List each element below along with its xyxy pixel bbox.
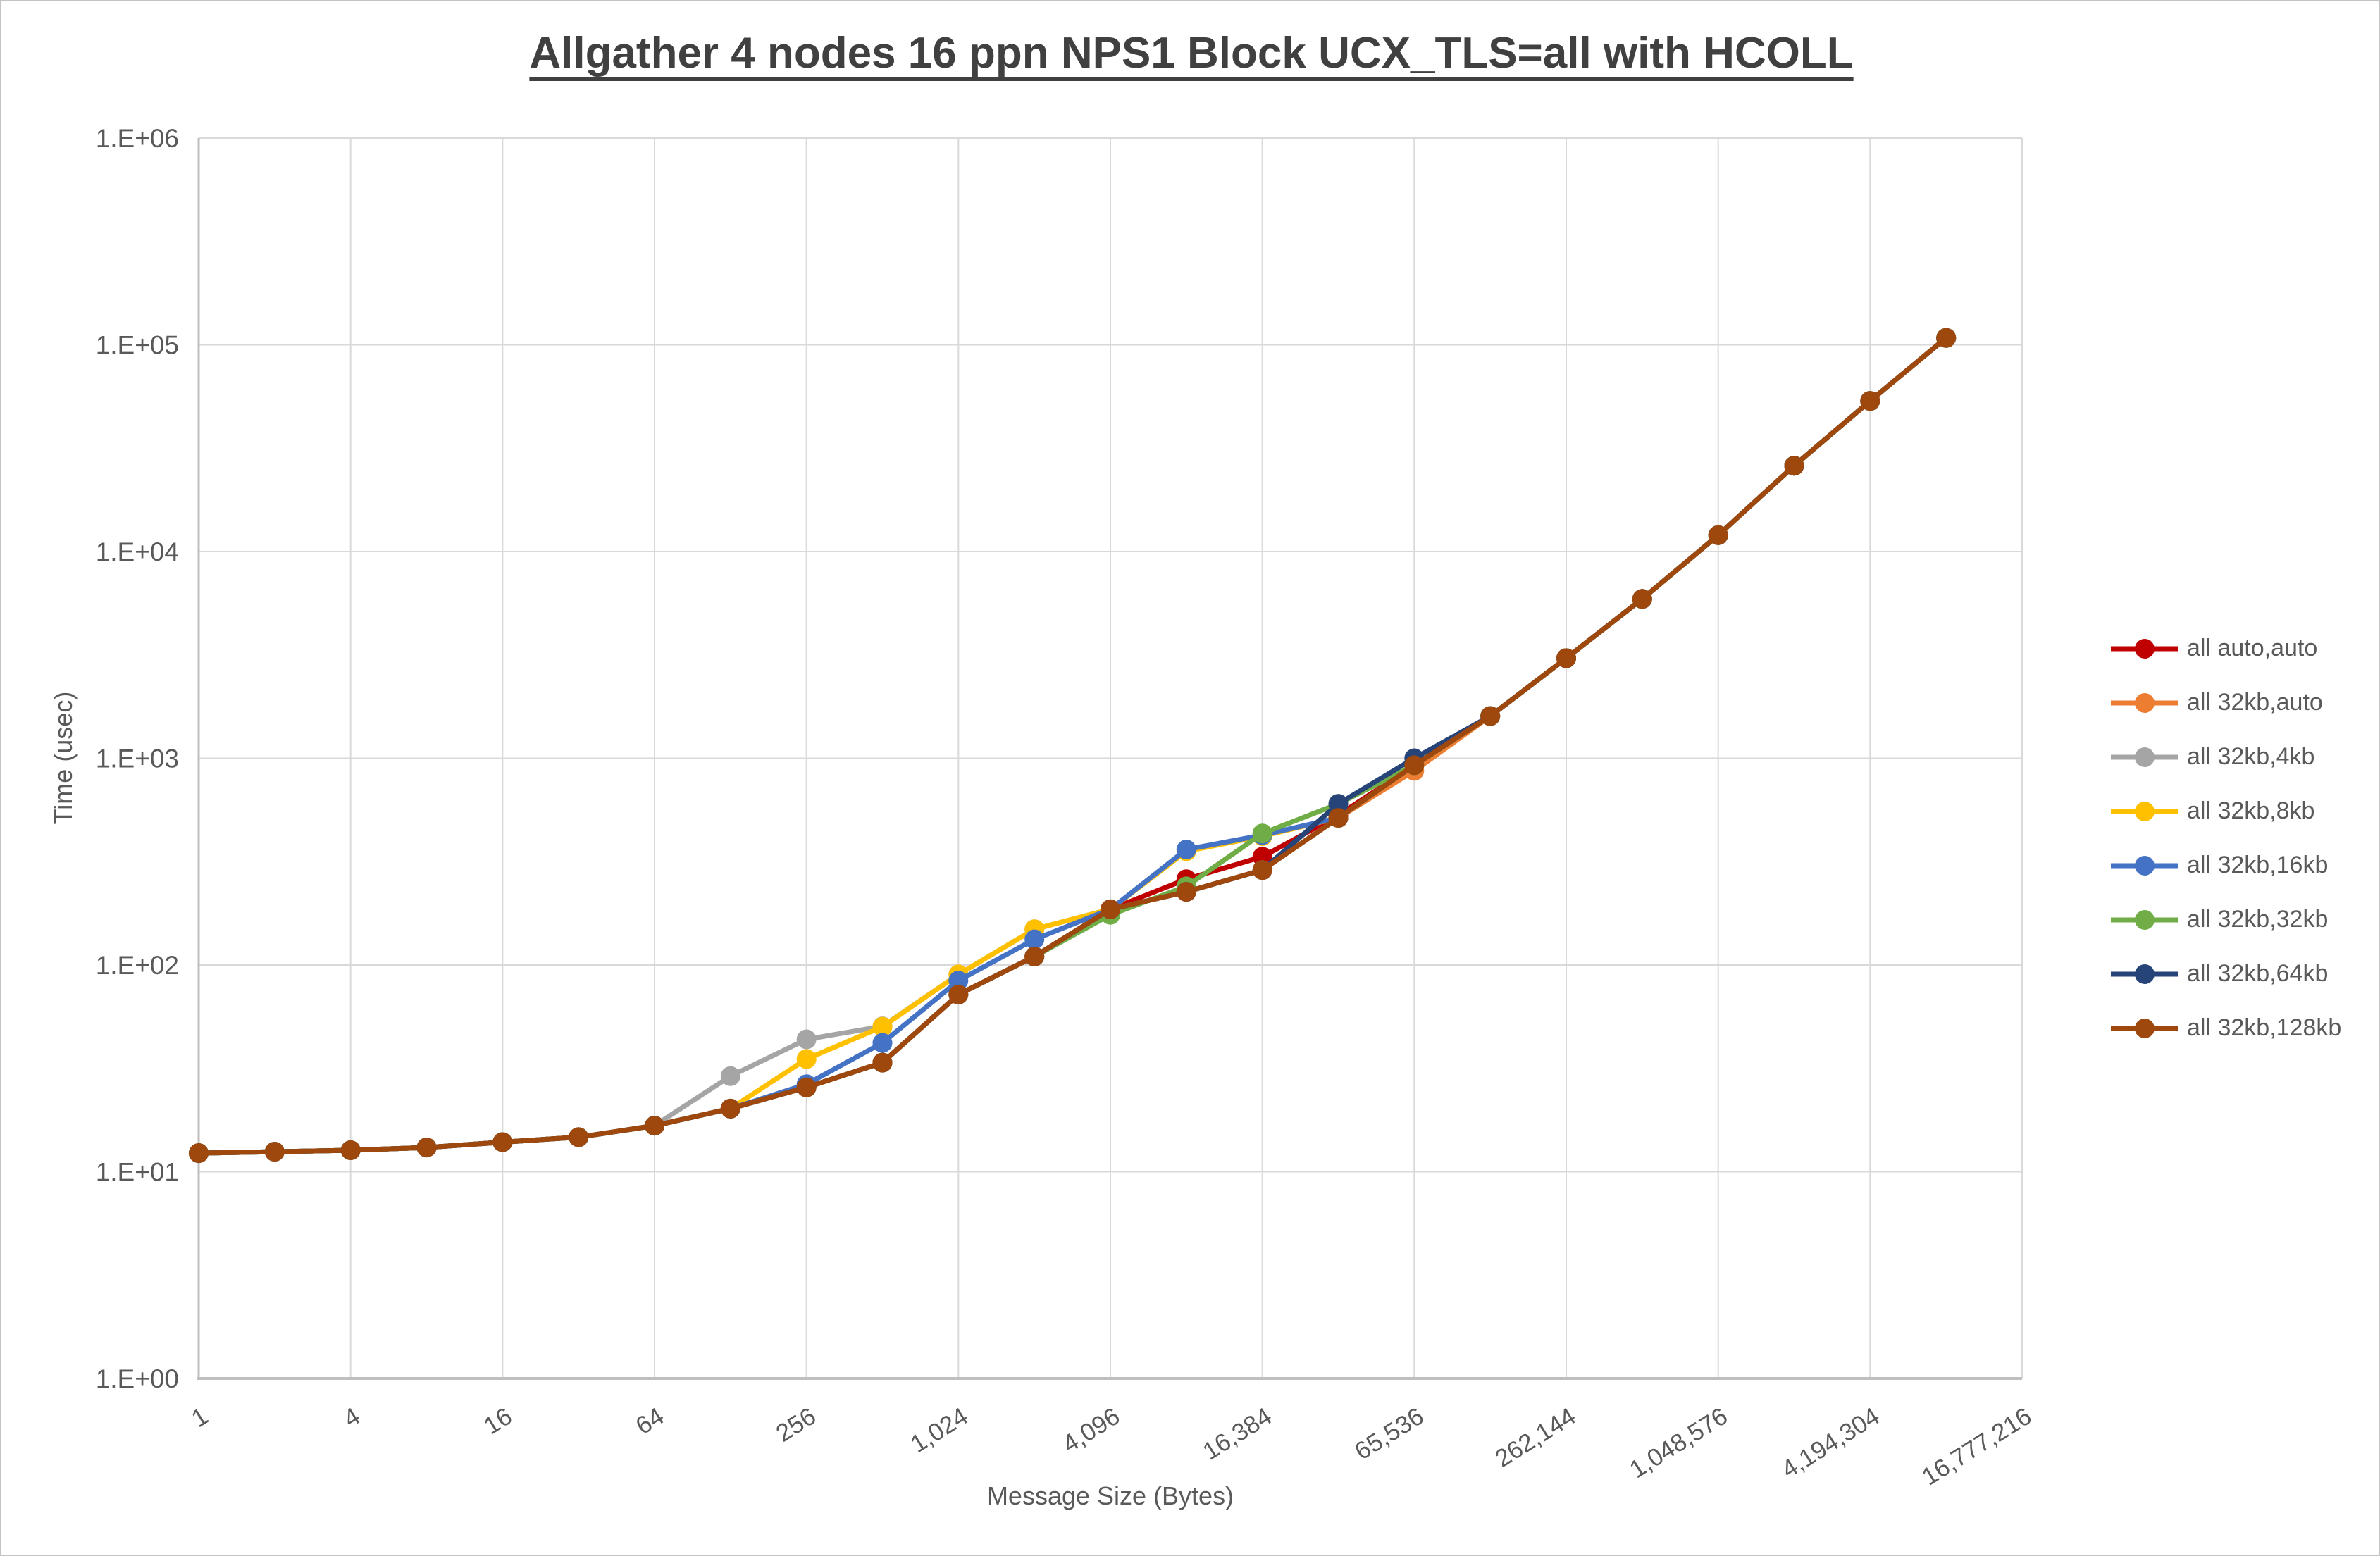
x-tick-labels: 1 4 16 64 256 1,024 4,096 16,384 65,536 262,144 1,…: [187, 1402, 2036, 1491]
data-point-icon: [948, 984, 969, 1004]
legend-label: all 32kb,auto: [2187, 689, 2323, 716]
svg-text:256: 256: [771, 1402, 821, 1448]
svg-text:1.E+06: 1.E+06: [96, 124, 179, 153]
legend-item-all-32kb-auto: all 32kb,auto: [2109, 676, 2341, 730]
series-all-32kb-16kb: [189, 328, 1957, 1164]
svg-text:16,777,216: 16,777,216: [1917, 1402, 2036, 1491]
data-point-icon: [1480, 706, 1501, 726]
legend-item-all-32kb-4kb: all 32kb,4kb: [2109, 730, 2341, 784]
chart-title: Allgather 4 nodes 16 ppn NPS1 Block UCX_…: [529, 29, 1854, 77]
legend-marker-icon: [2111, 964, 2178, 984]
data-point-icon: [1024, 929, 1045, 950]
legend-label: all 32kb,32kb: [2187, 906, 2329, 933]
y-tick-labels: 1.E+00 1.E+01 1.E+02 1.E+03 1.E+04 1.E+05 1.E+…: [96, 124, 179, 1393]
legend-label: all 32kb,128kb: [2187, 1014, 2342, 1041]
legend-item-all-32kb-32kb: all 32kb,32kb: [2109, 892, 2341, 947]
data-point-icon: [720, 1098, 740, 1119]
data-point-icon: [1404, 755, 1425, 776]
legend-label: all 32kb,64kb: [2187, 960, 2329, 987]
svg-text:1,048,576: 1,048,576: [1625, 1402, 1733, 1484]
legend: all auto,auto all 32kb,auto all 32kb,4kb al…: [2109, 621, 2341, 1055]
svg-text:64: 64: [631, 1402, 669, 1440]
data-point-icon: [1328, 794, 1349, 814]
data-point-icon: [645, 1116, 664, 1136]
data-point-icon: [872, 1016, 893, 1037]
series-all-32kb-128kb: [189, 328, 1957, 1164]
data-point-icon: [1252, 823, 1272, 844]
legend-marker-icon: [2111, 1018, 2178, 1038]
data-point-icon: [189, 1143, 209, 1164]
svg-text:4: 4: [339, 1402, 365, 1433]
data-point-icon: [948, 971, 969, 991]
legend-marker-icon: [2111, 855, 2178, 876]
legend-item-all-32kb-8kb: all 32kb,8kb: [2109, 784, 2341, 838]
series-all-32kb-auto: [189, 328, 1957, 1164]
legend-label: all auto,auto: [2187, 635, 2318, 661]
data-point-icon: [796, 1029, 817, 1050]
x-axis-title: Message Size (Bytes): [986, 1481, 1234, 1510]
data-point-icon: [1632, 589, 1652, 609]
data-point-icon: [1024, 946, 1045, 966]
data-point-icon: [872, 1052, 893, 1073]
data-point-icon: [569, 1127, 589, 1147]
legend-item-all-32kb-16kb: all 32kb,16kb: [2109, 838, 2341, 892]
data-point-icon: [1328, 808, 1349, 828]
legend-marker-icon: [2111, 909, 2178, 930]
svg-text:4,096: 4,096: [1058, 1402, 1124, 1458]
svg-text:1.E+00: 1.E+00: [96, 1364, 179, 1393]
svg-text:1,024: 1,024: [906, 1402, 973, 1458]
data-point-icon: [1101, 899, 1120, 919]
legend-item-all-32kb-64kb: all 32kb,64kb: [2109, 947, 2341, 1001]
series-all-32kb-32kb: [189, 328, 1957, 1164]
legend-marker-icon: [2111, 747, 2178, 767]
data-point-icon: [416, 1138, 437, 1158]
svg-text:1.E+05: 1.E+05: [96, 331, 179, 360]
data-point-icon: [1936, 328, 1957, 348]
legend-label: all 32kb,16kb: [2187, 852, 2329, 878]
series-all-auto-auto: [189, 328, 1957, 1164]
data-point-icon: [340, 1140, 361, 1160]
data-point-icon: [1252, 860, 1272, 880]
data-point-icon: [872, 1033, 893, 1053]
svg-text:1.E+02: 1.E+02: [96, 951, 179, 980]
svg-text:1.E+03: 1.E+03: [96, 745, 179, 773]
legend-marker-icon: [2111, 692, 2178, 713]
data-point-icon: [1556, 648, 1576, 668]
legend-marker-icon: [2111, 801, 2178, 821]
svg-text:1.E+04: 1.E+04: [96, 537, 179, 566]
data-point-icon: [1176, 882, 1196, 902]
x-gridlines: [349, 138, 2023, 1378]
legend-label: all 32kb,4kb: [2187, 743, 2315, 770]
legend-item-all-32kb-128kb: all 32kb,128kb: [2109, 1001, 2341, 1055]
series-all-32kb-8kb: [189, 328, 1957, 1164]
svg-text:16: 16: [479, 1402, 517, 1440]
series-all-32kb-4kb: [189, 328, 1957, 1164]
series-all-32kb-64kb: [189, 328, 1957, 1164]
legend-item-all-auto-auto: all auto,auto: [2109, 621, 2341, 676]
data-point-icon: [720, 1066, 740, 1086]
data-point-icon: [264, 1142, 285, 1162]
data-point-icon: [1860, 391, 1880, 411]
data-point-icon: [492, 1132, 513, 1152]
svg-text:16,384: 16,384: [1198, 1402, 1276, 1466]
svg-text:262,144: 262,144: [1490, 1402, 1580, 1473]
svg-text:1.E+01: 1.E+01: [96, 1158, 179, 1187]
svg-text:4,194,304: 4,194,304: [1777, 1402, 1885, 1484]
data-point-icon: [1784, 456, 1804, 476]
data-point-icon: [1176, 840, 1196, 859]
legend-marker-icon: [2111, 638, 2178, 659]
svg-text:65,536: 65,536: [1350, 1402, 1428, 1466]
data-point-icon: [796, 1077, 817, 1097]
legend-label: all 32kb,8kb: [2187, 797, 2315, 824]
data-point-icon: [796, 1049, 817, 1069]
data-point-icon: [1708, 525, 1728, 545]
svg-text:1: 1: [187, 1402, 213, 1433]
